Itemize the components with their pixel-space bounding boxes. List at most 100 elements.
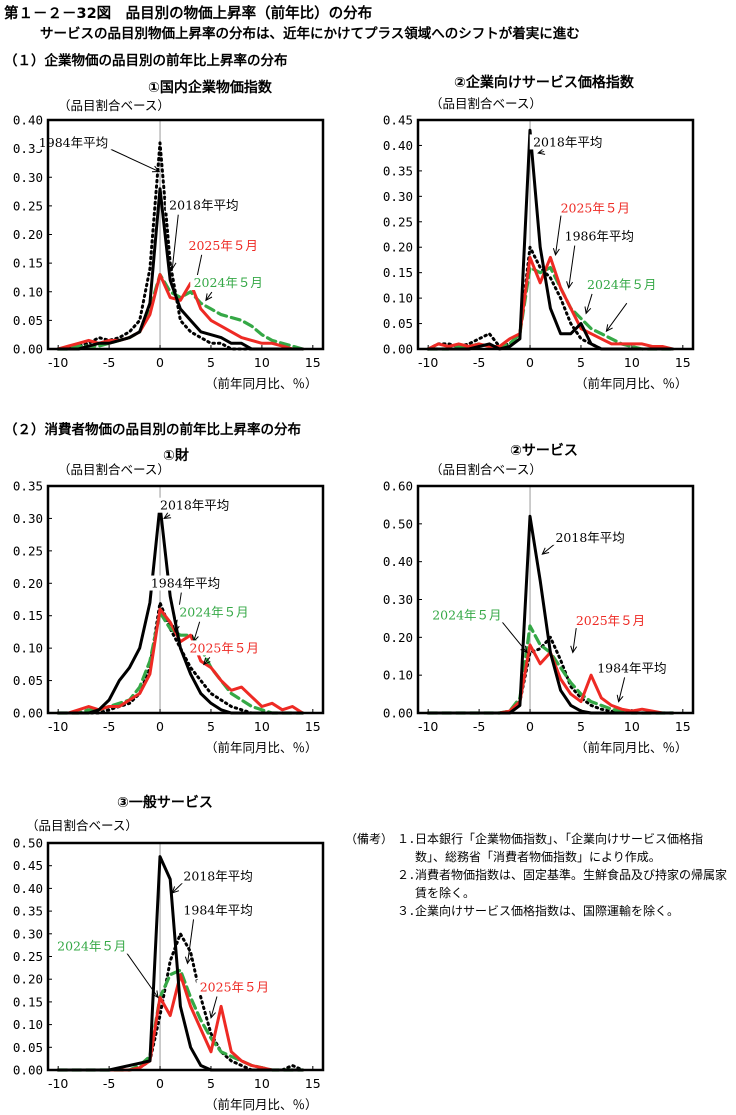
y-tick-label: 0.20: [383, 630, 413, 645]
figure-title: 第１－２－32図 品目別の物価上昇率（前年比）の分布: [4, 6, 373, 22]
x-tick-label: 0: [156, 719, 164, 734]
y-tick-label: 0.35: [383, 163, 413, 178]
series-label: 2025年５月: [190, 640, 259, 655]
chart-2: ②企業向けサービス価格指数 （品目割合ベース） （前年同月比、％） 0.00 0.05 0…: [383, 74, 695, 391]
annotation-leader: [203, 657, 211, 665]
annotation-bg: [428, 607, 505, 623]
annotation-arrowhead: [566, 281, 574, 290]
y-axis-label: （品目割合ベース）: [26, 818, 138, 833]
series-line-dotted: [56, 141, 305, 351]
series-label: 1986年平均: [565, 229, 634, 244]
series-line-red: [56, 607, 305, 715]
plot-frame: [46, 484, 325, 715]
x-tick-label: 0: [526, 355, 534, 370]
annotation-bg: [156, 497, 233, 513]
y-tick-label: 0.20: [383, 240, 413, 255]
note-number: ２．: [397, 868, 422, 882]
x-tick-label: 0: [156, 1076, 164, 1091]
series-label: 2018年平均: [533, 134, 602, 149]
y-tick-label: 0.05: [13, 313, 43, 328]
x-tick-label: -5: [103, 1076, 115, 1091]
annotation-arrowhead: [184, 956, 192, 965]
chart-5: ③一般サービス （品目割合ベース） （前年同月比、％） 0.00 0.05 0.10 0.1…: [13, 794, 325, 1112]
x-tick-label: 15: [305, 719, 321, 734]
plot-frame: [416, 118, 695, 351]
y-tick-label: 0.00: [13, 342, 43, 357]
figure-subtitle: サービスの品目別物価上昇率の分布は、近年にかけてプラス領域へのシフトが着実に進む: [40, 26, 580, 42]
plot-frame: [46, 841, 325, 1072]
x-tick-label: -10: [418, 355, 438, 370]
annotation-arrowhead: [151, 165, 161, 173]
annotation-leader: [193, 621, 201, 642]
annotation-bg: [165, 197, 242, 213]
y-tick-label: 0.20: [13, 227, 43, 242]
annotation-arrowhead: [172, 625, 180, 634]
series-label: 2024年５月: [57, 939, 126, 954]
series-label: 2018年平均: [555, 530, 624, 545]
y-tick-label: 0.15: [13, 994, 43, 1009]
x-tick-label: 10: [254, 719, 270, 734]
x-tick-label: 0: [156, 355, 164, 370]
series-label: 2024年５月: [587, 277, 656, 292]
annotation-leader: [171, 214, 179, 269]
chart-title: ②サービス: [510, 443, 578, 459]
y-tick-label: 0.15: [13, 608, 43, 623]
annotation-arrowhead: [570, 645, 578, 654]
annotation-bg: [561, 228, 638, 244]
annotation-arrowhead: [209, 1010, 216, 1019]
series-label: 1984年平均: [39, 135, 108, 150]
annotation-arrowhead: [171, 886, 180, 894]
y-tick-label: 0.15: [383, 265, 413, 280]
annotation-bg: [572, 613, 649, 629]
y-tick-label: 0.10: [383, 668, 413, 683]
annotation-bg: [552, 529, 629, 545]
notes-list: １． 日本銀行「企業物価指数」、「企業向けサービス価格指数」、総務省「消費者物価指…: [397, 830, 727, 920]
note-text: 企業向けサービス価格指数は、国際運輸を除く。: [415, 904, 680, 918]
annotation-leader: [618, 677, 626, 702]
x-axis-label: （前年同月比、％）: [575, 376, 688, 391]
x-axis-label: （前年同月比、％）: [205, 376, 318, 391]
x-tick-label: 0: [526, 719, 534, 734]
y-tick-label: 0.45: [383, 113, 413, 128]
x-tick-label: 10: [254, 1076, 270, 1091]
y-tick-label: 0.40: [383, 138, 413, 153]
x-tick-label: 15: [305, 1076, 321, 1091]
note-text: 日本銀行「企業物価指数」、「企業向けサービス価格指数」、総務省「消費者物価指数」…: [415, 832, 704, 864]
annotation-arrowhead: [169, 262, 177, 271]
y-tick-label: 0.05: [13, 673, 43, 688]
annotation-arrowhead: [605, 324, 613, 333]
annotation-bg: [35, 134, 112, 150]
series-label: 1984年平均: [151, 576, 220, 591]
annotation-bg: [557, 200, 634, 216]
note-number: １．: [397, 832, 422, 846]
y-tick-label: 0.20: [13, 972, 43, 987]
series-label: 2025年５月: [189, 238, 258, 253]
annotation-leader: [572, 626, 577, 653]
annotation-leader: [606, 302, 628, 332]
x-tick-label: -5: [473, 355, 485, 370]
x-tick-label: 15: [305, 355, 321, 370]
y-axis-label: （品目割合ベース）: [430, 462, 542, 477]
notes-head: （備考）: [345, 832, 394, 846]
annotation-leader: [568, 245, 576, 289]
x-tick-label: 10: [624, 355, 640, 370]
chart-title: ①国内企業物価指数: [148, 79, 273, 96]
plot-frame: [416, 484, 695, 715]
annotation-leader: [500, 620, 528, 653]
y-tick-label: 0.40: [383, 554, 413, 569]
note-item: ２． 消費者物価指数は、固定基準。生鮮食品及び持家の帰属家賃を除く。: [397, 866, 727, 902]
annotation-bg: [185, 237, 262, 253]
annotation-bg: [186, 640, 263, 656]
annotation-bg: [529, 134, 606, 150]
y-tick-label: 0.25: [13, 198, 43, 213]
y-tick-label: 0.10: [13, 284, 43, 299]
y-tick-label: 0.25: [13, 543, 43, 558]
chart-3: ①財（品目割合ベース） （前年同月比、％） 0.00 0.05 0.10 0.15 0.20…: [13, 447, 325, 755]
x-tick-label: 5: [207, 355, 215, 370]
y-tick-label: 0.05: [13, 1040, 43, 1055]
series-label: 2025年５月: [200, 980, 269, 995]
x-axis-label: （前年同月比、％）: [575, 740, 688, 755]
note-item: １． 日本銀行「企業物価指数」、「企業向けサービス価格指数」、総務省「消費者物価指…: [397, 830, 727, 866]
annotation-leader: [210, 996, 218, 1018]
annotation-bg: [53, 938, 130, 954]
